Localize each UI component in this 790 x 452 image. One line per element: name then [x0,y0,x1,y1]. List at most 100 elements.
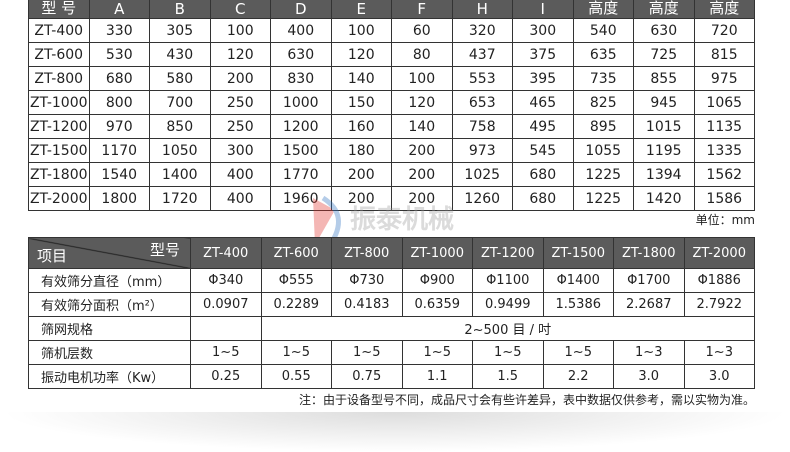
dimensions-table: 型 号 A B C D E F H I 高度 高度 高度 ZT-400 330 305 100 400 100 6… [28,0,755,211]
table-cell: 1420 [633,186,695,211]
model-column-header: ZT-600 [260,237,332,269]
table-cell: 495 [512,114,574,139]
table-row: 有效筛分直径（mm） Φ340 Φ555 Φ730 Φ900 Φ1100 Φ1400 Φ170… [28,268,755,293]
table-cell: 0.55 [260,364,332,389]
table-cell: 680 [512,162,574,187]
specs-header-row: 型号 项目 ZT-400 ZT-600 ZT-800 ZT-1000 ZT-1200 ZT-… [28,237,755,269]
table-row: ZT-400 330 305 100 400 100 60 320 300 540 630 720 [28,18,755,43]
table-cell: 825 [572,90,634,115]
table-cell: 700 [149,90,211,115]
column-header: D [270,0,332,19]
row-label: 振动电机功率（Kw） [28,364,191,389]
row-label: 筛机层数 [28,340,191,365]
table-cell: 680 [88,66,150,91]
table-cell: 400 [270,18,332,43]
table-cell: 60 [391,18,453,43]
merged-cell: 2~500 目 / 吋 [260,316,755,341]
table-cell: 1065 [693,90,755,115]
table-cell: 0.75 [331,364,403,389]
model-column-header: ZT-2000 [683,237,755,269]
table-cell: 120 [209,42,271,67]
table-cell: 120 [330,42,392,67]
table-cell: 300 [512,18,574,43]
table-cell: Φ1886 [683,268,755,293]
table-cell: 630 [270,42,332,67]
table-cell: 850 [149,114,211,139]
table-cell: 1225 [572,162,634,187]
table-row: ZT-1000 800 700 250 1000 150 120 653 465 825 945 10… [28,90,755,115]
table-cell: 580 [149,66,211,91]
bottom-shadow [0,412,790,452]
table-cell: 945 [633,90,695,115]
table-cell: 250 [209,114,271,139]
specs-table: 型号 项目 ZT-400 ZT-600 ZT-800 ZT-1000 ZT-1200 ZT-… [28,237,755,389]
table-cell: 1~3 [683,340,755,365]
column-header: H [451,0,513,19]
table-cell: 160 [330,114,392,139]
table-cell: 530 [88,42,150,67]
table-cell: 735 [572,66,634,91]
table-cell: 1.5386 [542,292,614,317]
table-cell: ZT-1800 [28,162,90,187]
table-cell: 100 [330,18,392,43]
column-header: 高度 [693,0,755,19]
table-cell: 1~3 [613,340,685,365]
table-cell: 200 [391,162,453,187]
table-cell: Φ555 [260,268,332,293]
table-cell: Φ1700 [613,268,685,293]
table-cell: 1335 [693,138,755,163]
column-header: B [149,0,211,19]
table-cell: 0.9499 [472,292,544,317]
table-cell: 200 [209,66,271,91]
table-cell: ZT-800 [28,66,90,91]
table-cell: 330 [88,18,150,43]
column-header: E [330,0,392,19]
table-cell: 830 [270,66,332,91]
table-cell: 1015 [633,114,695,139]
table-cell: 1170 [88,138,150,163]
table-cell: 1394 [633,162,695,187]
table-cell: 1.5 [472,364,544,389]
table-cell: 1400 [149,162,211,187]
dimensions-header-row: 型 号 A B C D E F H I 高度 高度 高度 [28,0,755,19]
table-cell: 855 [633,66,695,91]
table-cell: ZT-2000 [28,186,90,211]
table-cell: 1~5 [401,340,473,365]
table-cell: 430 [149,42,211,67]
row-label: 有效筛分直径（mm） [28,268,191,293]
table-cell: 800 [88,90,150,115]
table-cell: 1050 [149,138,211,163]
table-cell: 1~5 [331,340,403,365]
table-cell: 300 [209,138,271,163]
table-row: ZT-1500 1170 1050 300 1500 180 200 973 545 1055 11… [28,138,755,163]
table-cell: ZT-600 [28,42,90,67]
table-cell: 395 [512,66,574,91]
table-cell: 1195 [633,138,695,163]
column-header: I [512,0,574,19]
table-row: ZT-800 680 580 200 830 140 100 553 395 735 855 975 [28,66,755,91]
table-cell: 0.0907 [190,292,262,317]
table-row: ZT-1200 970 850 250 1200 160 140 758 495 895 1015 1… [28,114,755,139]
table-cell: 1025 [451,162,513,187]
table-cell: 120 [391,90,453,115]
table-cell: 0.4183 [331,292,403,317]
table-cell: 2.7922 [683,292,755,317]
table-cell: 1720 [149,186,211,211]
table-cell: Φ1400 [542,268,614,293]
table-cell: 100 [391,66,453,91]
table-row: ZT-1800 1540 1400 400 1770 200 200 1025 680 1225 1… [28,162,755,187]
table-cell: 437 [451,42,513,67]
table-row: ZT-2000 1800 1720 400 1960 200 200 1260 680 1225 1… [28,186,755,211]
table-cell [190,316,262,341]
model-column-header: ZT-1000 [401,237,473,269]
model-header: 型号 [149,241,180,259]
model-column-header: ZT-800 [331,237,403,269]
table-cell: 1800 [88,186,150,211]
table-cell: 0.2289 [260,292,332,317]
table-cell: 2.2687 [613,292,685,317]
table-cell: Φ340 [190,268,262,293]
table-cell: ZT-1200 [28,114,90,139]
item-header: 项目 [37,247,68,265]
table-cell: ZT-1500 [28,138,90,163]
footnote: 注：由于设备型号不同，成品尺寸会有些许差异，表中数据仅供参考，需以实物为准。 [298,393,755,407]
